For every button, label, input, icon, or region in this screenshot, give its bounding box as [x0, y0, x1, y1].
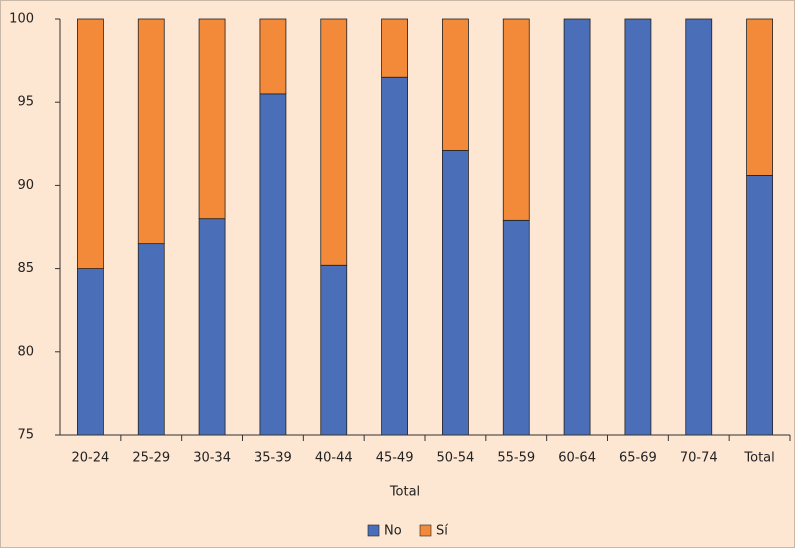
x-tick-label: 35-39 [254, 451, 292, 466]
bar-segment [259, 18, 287, 95]
x-tick-label: 70-74 [680, 451, 718, 466]
legend-swatch [419, 524, 432, 537]
x-tick-label: 50-54 [437, 451, 475, 466]
bar-segment [137, 243, 165, 436]
legend-swatch [367, 524, 380, 537]
bar-segment [624, 18, 652, 436]
y-tick-label: 95 [17, 95, 34, 110]
x-tick-label: 25-29 [132, 451, 170, 466]
bar-segment [746, 18, 773, 176]
bar-segment [442, 150, 469, 436]
bar-segment [442, 18, 469, 151]
y-tick-label: 75 [17, 428, 34, 443]
x-tick-label: 40-44 [315, 451, 353, 466]
x-tick-label: 60-64 [558, 451, 596, 466]
x-tick-label: 30-34 [193, 451, 231, 466]
bar-segment [502, 219, 530, 436]
y-tick-label: 85 [17, 261, 34, 276]
y-tick-label: 90 [17, 178, 34, 193]
x-tick-label: 20-24 [72, 451, 110, 466]
y-tick-label: 100 [9, 12, 34, 27]
bar-segment [198, 218, 226, 436]
bar-segment [137, 18, 165, 245]
x-tick-label: 55-59 [497, 451, 535, 466]
bar-segment [502, 18, 530, 221]
bar-segment [381, 18, 408, 78]
x-tick-label: 45-49 [376, 451, 414, 466]
x-tick-label: 65-69 [619, 451, 657, 466]
bar-segment [77, 18, 104, 270]
legend-label: No [384, 524, 402, 539]
legend-label: Sí [436, 524, 448, 539]
bar-segment [563, 18, 591, 436]
x-tick-label: Total [743, 451, 774, 466]
bar-segment [198, 18, 226, 220]
bar-segment [259, 93, 287, 436]
y-tick-label: 80 [17, 344, 34, 359]
bar-segment [320, 264, 348, 436]
x-axis-title: Total [389, 485, 420, 500]
bar-segment [77, 268, 104, 436]
bar-segment [320, 18, 348, 266]
bar-segment [381, 76, 408, 436]
bar-segment [746, 175, 773, 436]
bar-segment [685, 18, 713, 436]
